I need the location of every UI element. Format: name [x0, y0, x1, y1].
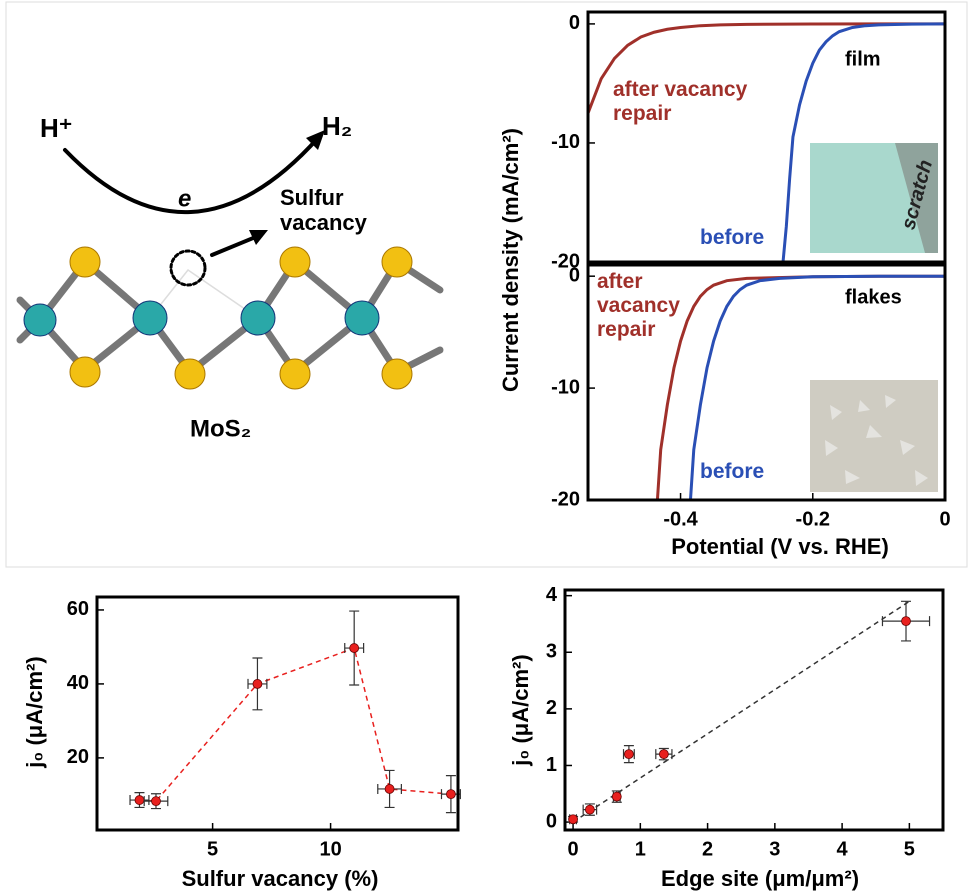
point [151, 797, 160, 806]
x-tick-label: -0.4 [663, 508, 698, 530]
y-tick-label: 2 [546, 697, 557, 719]
axes-frame [565, 590, 943, 830]
fit-line [573, 601, 909, 822]
legend-label: after vacancy repair [597, 270, 707, 342]
y-tick-label: 0 [546, 810, 557, 832]
y-tick-label: 3 [546, 641, 557, 663]
y-axis-label: j₀ (μA/cm²) [508, 654, 533, 766]
point [446, 790, 455, 799]
vacancy-label: Sulfur vacancy [280, 185, 410, 236]
figure: H⁺ H₂ e MoS₂ scratch 0-10-20filmCurrent … [0, 0, 973, 894]
panel-label: flakes [845, 286, 902, 308]
x-tick-label: 0 [568, 838, 579, 860]
point [612, 792, 621, 801]
y-tick-label: -10 [551, 131, 580, 153]
point [253, 679, 262, 688]
y-tick-label: 0 [569, 264, 580, 286]
vacancy [171, 251, 205, 285]
vacancy-arrow [212, 236, 258, 255]
point [902, 617, 911, 626]
x-tick-label: 5 [207, 838, 218, 860]
y-tick-label: -20 [551, 488, 580, 510]
x-tick-label: -0.2 [796, 508, 830, 530]
hydrogen-label: H₂ [322, 111, 352, 141]
x-tick-label: 0 [939, 508, 950, 530]
x-axis-label: Edge site (μm/μm²) [661, 866, 859, 891]
electron-label: e [178, 185, 191, 212]
y-axis-label: j₀ (μA/cm²) [22, 656, 47, 768]
mo-atoms [24, 301, 379, 336]
y-tick-label: 20 [67, 746, 89, 768]
connect-line [139, 648, 450, 801]
y-tick-label: 0 [569, 12, 580, 34]
x-tick-label: 2 [702, 838, 713, 860]
x-axis-label: Sulfur vacancy (%) [182, 866, 379, 891]
y-tick-label: -10 [551, 376, 580, 398]
mos2-structure [20, 130, 440, 389]
inset-flakes [810, 380, 938, 492]
y-tick-label: 60 [67, 598, 89, 620]
point [624, 750, 633, 759]
point [585, 805, 594, 814]
point [350, 644, 359, 653]
x-tick-label: 10 [319, 838, 341, 860]
point [569, 815, 578, 824]
x-axis-label: Potential (V vs. RHE) [671, 534, 889, 559]
point [135, 796, 144, 805]
panel-label: film [845, 48, 881, 70]
x-tick-label: 1 [635, 838, 646, 860]
x-tick-label: 4 [837, 838, 849, 860]
proton-label: H⁺ [40, 113, 73, 143]
x-tick-label: 3 [769, 838, 780, 860]
legend-label: before [700, 460, 790, 484]
legend-label: after vacancy repair [613, 78, 793, 126]
point [385, 784, 394, 793]
y-tick-label: 40 [67, 672, 89, 694]
material-label: MoS₂ [190, 415, 251, 442]
y-axis-label: Current density (mA/cm²) [498, 128, 523, 392]
x-tick-label: 5 [904, 838, 915, 860]
y-tick-label: 1 [546, 754, 557, 776]
y-tick-label: 4 [546, 584, 558, 606]
legend-label: before [700, 226, 790, 250]
point [659, 750, 668, 759]
axes-frame [97, 597, 458, 830]
chart: H⁺ H₂ e MoS₂ scratch 0-10-20filmCurrent … [0, 0, 973, 894]
